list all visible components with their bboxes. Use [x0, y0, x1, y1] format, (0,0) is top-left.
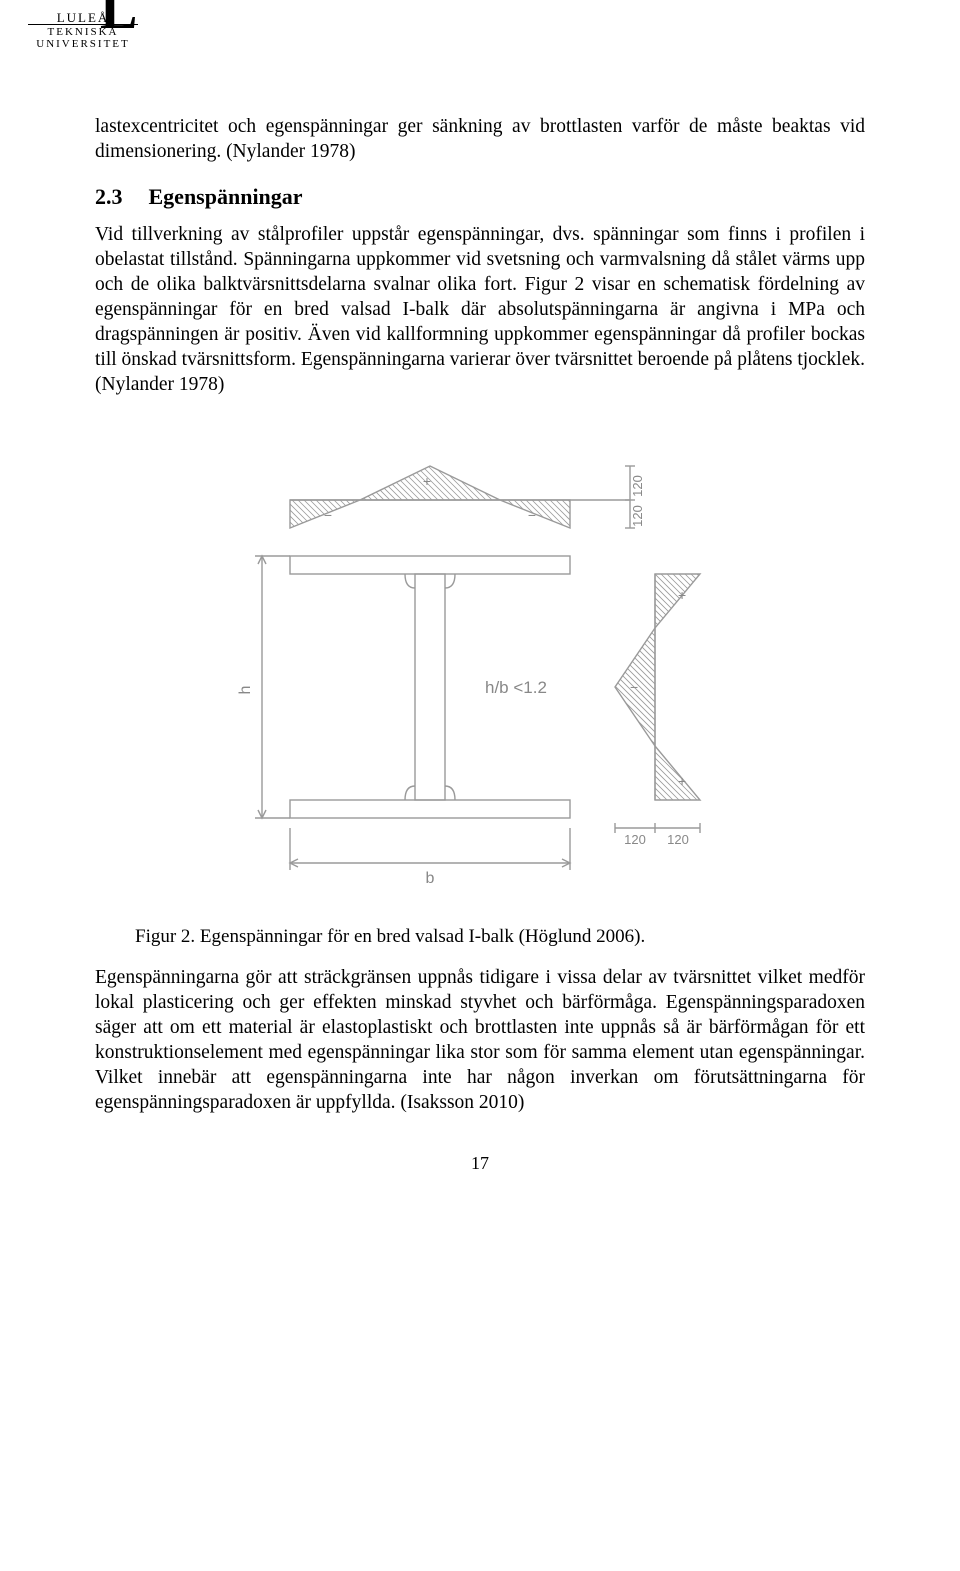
svg-text:120: 120: [630, 475, 645, 497]
svg-text:120: 120: [667, 832, 689, 847]
svg-text:120: 120: [624, 832, 646, 847]
section-title: Egenspänningar: [149, 184, 303, 209]
figure-caption: Figur 2. Egenspänningar för en bred vals…: [135, 926, 865, 948]
paragraph-3: Egenspänningarna gör att sträckgränsen u…: [95, 966, 865, 1116]
figure-2: + − − 120 120: [95, 428, 865, 908]
page-number: 17: [95, 1153, 865, 1174]
svg-text:−: −: [630, 679, 638, 695]
svg-text:−: −: [324, 507, 332, 523]
svg-text:h/b <1.2: h/b <1.2: [485, 678, 547, 697]
section-number: 2.3: [95, 183, 143, 211]
university-logo: LULEÅ L TEKNISKA UNIVERSITET: [28, 10, 138, 50]
section-heading: 2.3 Egenspänningar: [95, 183, 865, 211]
svg-text:+: +: [678, 587, 686, 603]
svg-text:+: +: [678, 773, 686, 789]
svg-text:−: −: [528, 507, 536, 523]
svg-text:b: b: [426, 870, 435, 887]
svg-text:120: 120: [630, 505, 645, 527]
paragraph-1: lastexcentricitet och egenspänningar ger…: [95, 115, 865, 165]
paragraph-2: Vid tillverkning av stålprofiler uppstår…: [95, 223, 865, 398]
svg-text:h: h: [237, 685, 254, 694]
svg-text:+: +: [423, 473, 431, 489]
